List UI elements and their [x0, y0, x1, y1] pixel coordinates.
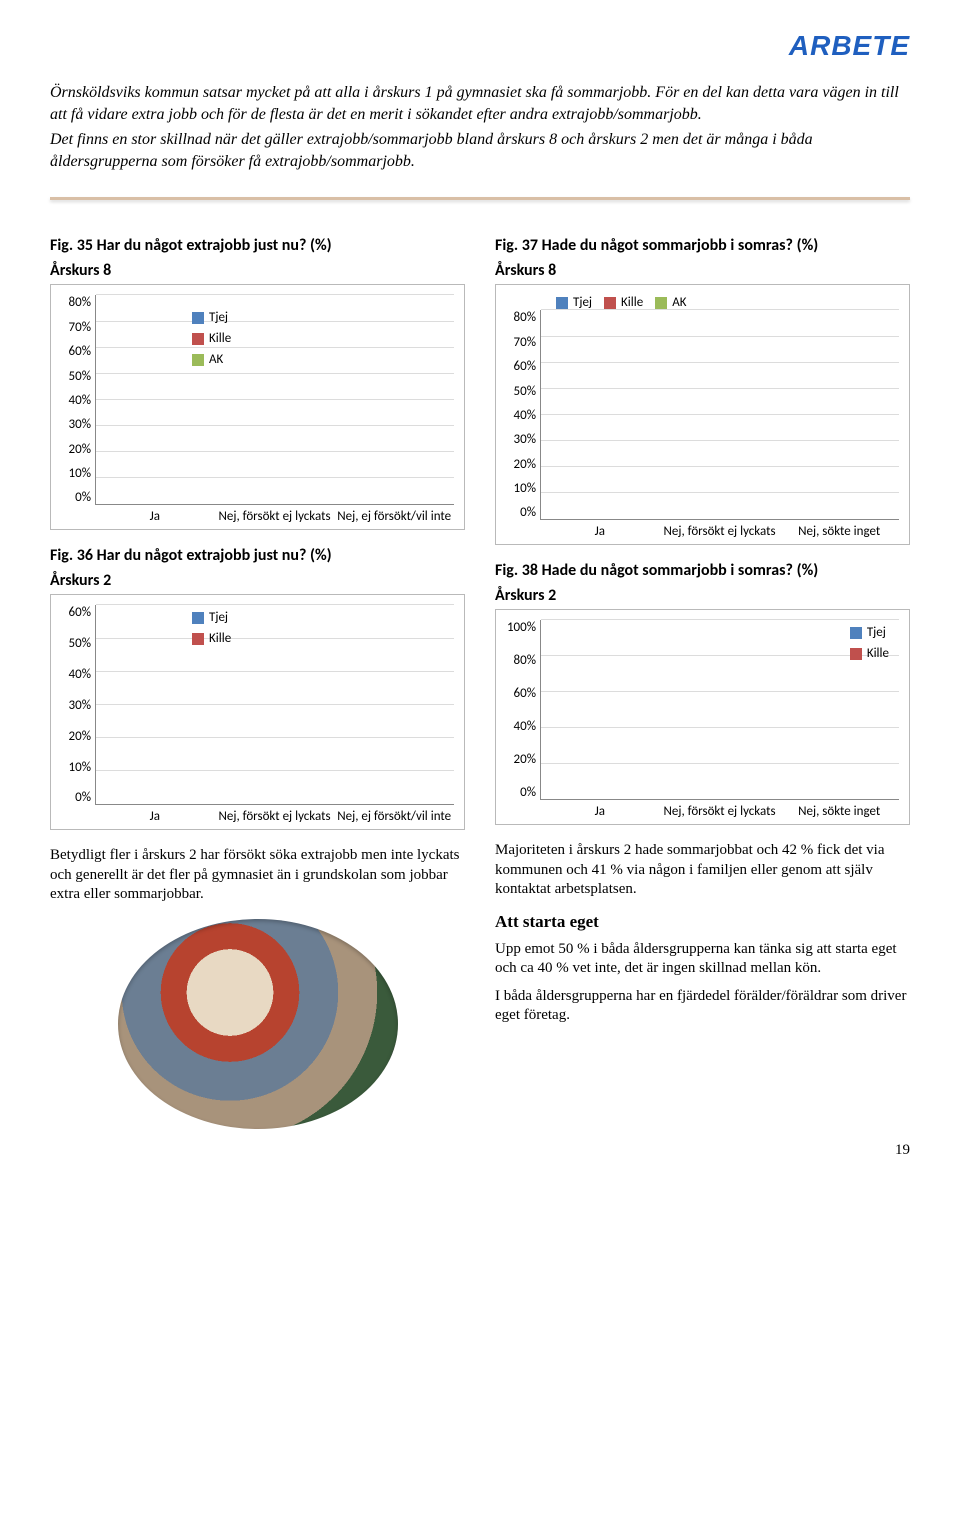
- page-number: 19: [895, 1142, 910, 1159]
- fig38-title: Fig. 38 Hade du något sommarjobb i somra…: [495, 561, 910, 580]
- brand-title: ARBETE: [50, 30, 910, 62]
- y-tick: 80%: [506, 310, 536, 325]
- legend-item: Kille: [604, 295, 643, 310]
- x-label: Nej, försökt ej lyckats: [215, 805, 335, 824]
- legend-item: Tjej: [850, 625, 889, 640]
- y-tick: 40%: [506, 719, 536, 734]
- y-tick: 50%: [506, 384, 536, 399]
- fig36-title: Fig. 36 Har du något extrajobb just nu? …: [50, 546, 465, 565]
- fig36-chart: 60% 50% 40% 30% 20% 10% 0% Tjej Kille JaNej, förs…: [50, 594, 465, 830]
- legend-item: AK: [192, 352, 231, 367]
- legend-item: Tjej: [192, 310, 231, 325]
- starta-p1: Upp emot 50 % i båda åldersgrupperna kan…: [495, 940, 910, 979]
- x-label: Ja: [95, 805, 215, 824]
- y-tick: 0%: [506, 785, 536, 800]
- right-column: Fig. 37 Hade du något sommarjobb i somra…: [495, 230, 910, 1137]
- y-tick: 20%: [61, 442, 91, 457]
- left-body-text: Betydligt fler i årskurs 2 har försökt s…: [50, 846, 465, 905]
- starta-heading: Att starta eget: [495, 912, 910, 932]
- fig37-chart: TjejKilleAK80%70%60%50%40%30%20%10%0%JaN…: [495, 284, 910, 545]
- chart-legend: Tjej Kille: [844, 625, 889, 661]
- intro-p1: Örnsköldsviks kommun satsar mycket på at…: [50, 82, 910, 125]
- x-label: Nej, ej försökt/vil inte: [334, 805, 454, 824]
- x-label: Nej, försökt ej lyckats: [660, 520, 780, 539]
- x-label: Ja: [95, 505, 215, 524]
- y-tick: 30%: [506, 432, 536, 447]
- y-tick: 40%: [506, 408, 536, 423]
- x-label: Nej, sökte inget: [779, 800, 899, 819]
- y-tick: 20%: [506, 752, 536, 767]
- fig38-chart: 100% 80% 60% 40% 20% 0% Tjej Kille JaNej, försök…: [495, 609, 910, 825]
- y-tick: 30%: [61, 698, 91, 713]
- y-tick: 20%: [61, 729, 91, 744]
- street-music-photo: [118, 919, 398, 1129]
- chart-legend: Tjej Kille AK: [506, 295, 899, 310]
- y-tick: 30%: [61, 417, 91, 432]
- y-tick: 100%: [506, 620, 536, 635]
- legend-item: Tjej: [192, 610, 231, 625]
- y-tick: 10%: [61, 466, 91, 481]
- intro-p2: Det finns en stor skillnad när det gälle…: [50, 129, 910, 172]
- legend-item: Kille: [192, 631, 231, 646]
- x-label: Nej, försökt ej lyckats: [660, 800, 780, 819]
- y-tick: 0%: [61, 790, 91, 805]
- section-divider: [50, 197, 910, 200]
- legend-item: Tjej: [556, 295, 592, 310]
- x-label: Nej, sökte inget: [779, 520, 899, 539]
- y-tick: 0%: [61, 490, 91, 505]
- y-tick: 60%: [61, 605, 91, 620]
- y-tick: 0%: [506, 505, 536, 520]
- legend-item: Kille: [850, 646, 889, 661]
- y-tick: 40%: [61, 393, 91, 408]
- fig35-chart: 80%70%60%50%40%30%20%10%0%TjejKilleAKJaN…: [50, 284, 465, 530]
- fig35-sub: Årskurs 8: [50, 261, 465, 280]
- x-label: Ja: [540, 520, 660, 539]
- fig36-sub: Årskurs 2: [50, 571, 465, 590]
- y-tick: 60%: [506, 359, 536, 374]
- x-label: Ja: [540, 800, 660, 819]
- y-tick: 80%: [61, 295, 91, 310]
- x-label: Nej, ej försökt/vil inte: [334, 505, 454, 524]
- legend-item: Kille: [192, 331, 231, 346]
- y-tick: 50%: [61, 636, 91, 651]
- y-tick: 40%: [61, 667, 91, 682]
- starta-p2: I båda åldersgrupperna har en fjärdedel …: [495, 987, 910, 1026]
- y-tick: 80%: [506, 653, 536, 668]
- legend-item: AK: [655, 295, 686, 310]
- fig37-title: Fig. 37 Hade du något sommarjobb i somra…: [495, 236, 910, 255]
- y-tick: 20%: [506, 457, 536, 472]
- fig35-title: Fig. 35 Har du något extrajobb just nu? …: [50, 236, 465, 255]
- chart-legend: Tjej Kille: [186, 610, 231, 646]
- left-column: Fig. 35 Har du något extrajobb just nu? …: [50, 230, 465, 1137]
- intro-block: Örnsköldsviks kommun satsar mycket på at…: [50, 82, 910, 172]
- y-tick: 60%: [506, 686, 536, 701]
- y-tick: 50%: [61, 369, 91, 384]
- chart-legend: Tjej Kille AK: [186, 310, 231, 367]
- y-tick: 70%: [506, 335, 536, 350]
- y-tick: 70%: [61, 320, 91, 335]
- x-label: Nej, försökt ej lyckats: [215, 505, 335, 524]
- y-tick: 10%: [61, 760, 91, 775]
- fig37-sub: Årskurs 8: [495, 261, 910, 280]
- y-tick: 10%: [506, 481, 536, 496]
- y-tick: 60%: [61, 344, 91, 359]
- right-body-text: Majoriteten i årskurs 2 hade sommarjobba…: [495, 841, 910, 900]
- fig38-sub: Årskurs 2: [495, 586, 910, 605]
